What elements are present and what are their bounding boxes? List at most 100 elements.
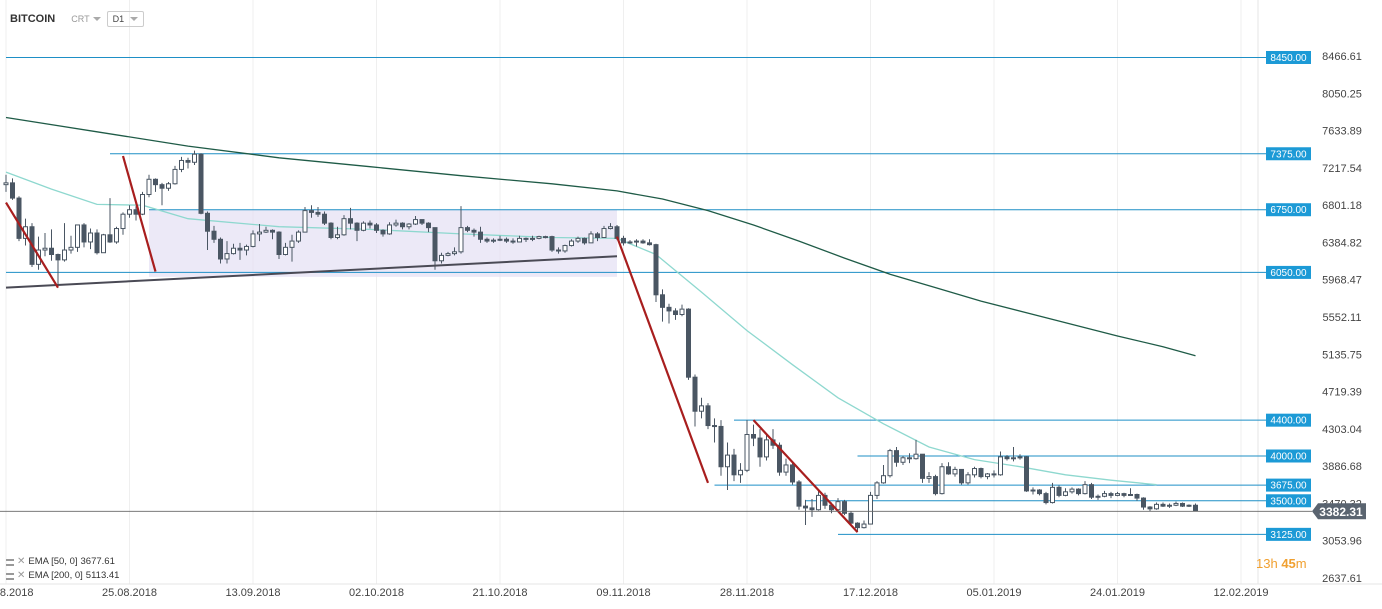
countdown-minutes: 45 [1281,556,1296,571]
candle-up [491,239,496,242]
candle-up [562,245,568,252]
level-label: 3125.00 [1270,530,1307,541]
candle-down [1141,497,1146,508]
current-price-label-bg [1312,503,1366,520]
candle-down [705,405,711,427]
candle-down [842,501,847,514]
legend-ema50: ✕ EMA [50, 0] 3677.61 [6,555,119,569]
level-label: 3500.00 [1270,496,1307,507]
candle-up [341,218,347,236]
candle-down [731,454,737,476]
y-tick-label: 3886.68 [1322,461,1362,473]
candle-down [354,222,360,231]
level-label-bg [1266,494,1311,508]
candle-down [1160,503,1166,507]
candle-up [1167,504,1172,507]
level-label: 4400.00 [1270,416,1307,427]
candle-down [1108,493,1114,496]
y-tick-label: 7217.54 [1322,163,1362,175]
symbol-name: BITCOIN [10,13,56,25]
candle-up [244,245,249,251]
indicator-legend: ✕ EMA [50, 0] 3677.61 ✕ EMA [200, 0] 511… [6,555,119,583]
candle-down [653,244,659,296]
candle-down [1121,493,1127,496]
close-icon[interactable]: ✕ [17,556,26,567]
candle-up [725,454,730,468]
candle-up [231,247,236,255]
candle-down [1043,493,1049,504]
candle-down [159,184,165,189]
x-tick-label: 09.11.2018 [596,587,650,599]
ema50-line [5,171,1157,486]
candle-up [393,222,399,226]
candle-up [439,254,444,262]
level-label: 4000.00 [1270,451,1307,462]
candle-down [94,232,100,254]
interval-dropdown[interactable]: D1 [106,11,145,27]
legend-ema200-value: 5113.41 [85,570,120,581]
candle-down [1076,488,1081,495]
candle-up [172,168,178,185]
candle-up [627,241,633,244]
level-label: 6050.00 [1270,268,1307,279]
candle-up [1102,493,1107,497]
candle-down [907,457,912,460]
candle-down [712,425,717,428]
x-tick-label: 17.12.2018 [843,587,898,599]
candle-down [757,437,763,458]
candle-down [959,468,964,484]
legend-ema50-name: EMA [50, 0] [28,556,78,567]
candle-down [16,197,22,239]
x-tick-label: 05.01.2019 [966,587,1021,599]
candle-up [1050,486,1055,504]
y-tick-label: 3053.96 [1322,536,1362,548]
candle-up [699,405,704,412]
candle-down [777,444,782,473]
settings-icon[interactable] [6,572,14,580]
candles [3,150,1198,533]
candle-down [855,522,860,529]
legend-ema200: ✕ EMA [200, 0] 5113.41 [6,569,119,583]
candle-down [465,227,470,231]
candle-down [380,229,386,235]
level-label: 8450.00 [1270,53,1307,64]
candle-down [1180,502,1185,507]
candle-up [101,234,106,254]
candle-down [692,376,698,412]
candle-up [861,523,867,529]
candle-up [887,450,893,477]
countdown-h-unit: h [1270,556,1278,571]
y-tick-label: 6801.18 [1322,200,1362,212]
candle-up [413,219,418,225]
level-label-bg [1266,478,1311,492]
candle-down [1193,504,1198,512]
candle-down [198,153,204,214]
level-label-bg [1266,413,1311,427]
candle-up [1095,495,1101,498]
settings-icon[interactable] [6,558,14,566]
close-icon[interactable]: ✕ [17,570,26,581]
countdown-m-unit: m [1295,556,1307,571]
legend-ema200-name: EMA [200, 0] [28,570,83,581]
candle-down [55,254,61,261]
candle-down [796,481,802,507]
y-tick-label: 4303.04 [1322,424,1362,436]
candle-down [510,240,516,243]
candle-up [1186,504,1192,507]
x-tick-label: 21.10.2018 [472,587,527,599]
candle-up [881,475,886,484]
candle-up [140,194,145,215]
candle-down [276,231,282,256]
candle-countdown: 13h 45m [1256,556,1307,571]
chart-type-dropdown[interactable]: CRT [71,14,101,24]
candle-down [10,182,15,199]
candle-up [816,494,821,511]
candle-down [1024,456,1029,492]
candle-down [478,231,483,240]
y-tick-label: 5968.47 [1322,275,1362,287]
candle-down [809,507,815,511]
x-tick-label: 02.10.2018 [349,587,404,599]
candle-up [497,238,503,241]
candle-down [991,473,997,476]
